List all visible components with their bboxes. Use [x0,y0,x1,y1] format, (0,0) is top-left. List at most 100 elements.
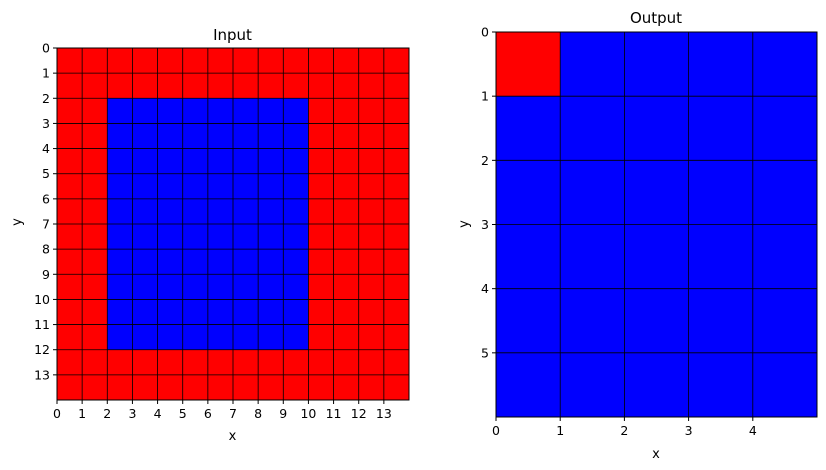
input-cell-r0-c7 [233,48,259,74]
input-cell-r3-c13 [383,123,410,150]
input-cell-r2-c9 [283,98,309,124]
input-cell-r9-c4 [157,274,184,300]
input-cell-r12-c9 [283,349,309,376]
input-y-axis-label: y [10,218,25,226]
input-cell-r4-c2 [107,148,133,175]
input-cell-r11-c9 [283,324,309,351]
input-cell-r2-c4 [157,98,184,124]
input-cell-r1-c6 [207,73,234,99]
input-x-tick-label: 1 [78,406,86,421]
output-x-ticks: 0 1 2 3 4 [492,417,757,438]
input-cell-r7-c13 [383,224,410,250]
input-x-tick-label: 5 [179,406,187,421]
output-cell-r2-c4 [752,160,818,225]
input-cell-r4-c6 [207,148,234,175]
input-cell-r11-c0 [57,324,83,351]
input-cell-r12-c11 [333,349,360,376]
input-gridlines [57,48,409,400]
input-cell-r0-c4 [157,48,184,74]
input-cell-r4-c11 [333,148,360,175]
input-cell-r10-c7 [233,299,259,326]
input-cell-r13-c11 [333,374,360,401]
input-cell-r8-c2 [107,249,133,275]
input-cell-r11-c8 [258,324,284,351]
input-cell-r5-c11 [333,173,360,200]
input-cell-r3-c0 [57,123,83,150]
input-cell-r3-c11 [333,123,360,150]
output-y-tick-label: 3 [481,217,489,232]
input-cell-r13-c12 [358,374,385,401]
input-y-tick-label: 2 [42,91,50,106]
output-x-tick-label: 2 [620,423,628,438]
input-cell-r2-c7 [233,98,259,124]
input-cell-r5-c3 [132,173,159,200]
input-x-tick-label: 6 [204,406,212,421]
input-cell-r1-c8 [258,73,284,99]
input-cell-r5-c2 [107,173,133,200]
input-cell-r8-c5 [182,249,209,275]
input-cell-r1-c10 [308,73,335,99]
input-x-tick-label: 2 [103,406,111,421]
input-cell-r13-c10 [308,374,335,401]
input-cell-r1-c3 [132,73,159,99]
output-cell-r3-c1 [560,224,625,290]
input-cell-r4-c12 [358,148,385,175]
output-x-axis-label: x [652,447,660,462]
input-cell-r7-c7 [233,224,259,250]
input-cell-r9-c7 [233,274,259,300]
input-cell-r11-c1 [82,324,108,351]
output-y-tick-label: 1 [481,89,489,104]
input-cell-r7-c0 [57,224,83,250]
output-cell-r4-c3 [688,288,754,354]
input-cell-r6-c7 [233,198,259,225]
input-cell-r13-c6 [207,374,234,401]
input-x-tick-label: 9 [279,406,287,421]
input-cell-r2-c6 [207,98,234,124]
input-cell-r13-c13 [383,374,410,401]
input-cell-r4-c3 [132,148,159,175]
input-cell-r9-c12 [358,274,385,300]
input-cell-r1-c2 [107,73,133,99]
input-cell-r11-c12 [358,324,385,351]
input-cell-r4-c7 [233,148,259,175]
input-cell-r3-c10 [308,123,335,150]
input-cell-r8-c8 [258,249,284,275]
input-cell-r0-c13 [383,48,410,74]
output-cell-r2-c1 [560,160,625,225]
input-cell-r7-c11 [333,224,360,250]
input-cell-r4-c9 [283,148,309,175]
input-cell-r0-c0 [57,48,83,74]
input-cell-r7-c8 [258,224,284,250]
input-cell-r10-c10 [308,299,335,326]
input-cell-r6-c11 [333,198,360,225]
input-cell-r7-c3 [132,224,159,250]
input-cell-r2-c1 [82,98,108,124]
input-cell-r10-c6 [207,299,234,326]
input-y-tick-label: 5 [42,166,50,181]
input-cell-r10-c12 [358,299,385,326]
input-cell-r8-c7 [233,249,259,275]
input-y-tick-label: 9 [42,267,50,282]
input-cell-r2-c13 [383,98,410,124]
output-gridlines [496,32,817,417]
input-cell-r12-c3 [132,349,159,376]
input-cell-r2-c5 [182,98,209,124]
output-cell-r1-c4 [752,96,818,161]
input-cell-r12-c12 [358,349,385,376]
output-x-tick-label: 4 [749,423,757,438]
input-x-tick-label: 3 [128,406,136,421]
input-cell-r9-c1 [82,274,108,300]
input-cell-r12-c5 [182,349,209,376]
output-cell-r1-c3 [688,96,754,161]
input-cell-r0-c11 [333,48,360,74]
input-cell-r10-c1 [82,299,108,326]
output-cell-r4-c1 [560,288,625,354]
input-cell-r13-c2 [107,374,133,401]
input-cell-r6-c0 [57,198,83,225]
input-cell-r4-c5 [182,148,209,175]
output-x-tick-label: 0 [492,423,500,438]
input-cell-r2-c8 [258,98,284,124]
input-cell-r9-c5 [182,274,209,300]
input-cell-r6-c1 [82,198,108,225]
